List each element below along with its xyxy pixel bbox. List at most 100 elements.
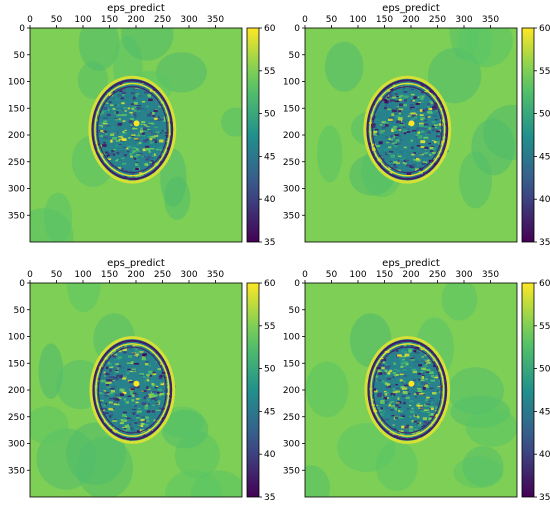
y-tick-label: 300 [8,185,25,195]
background-blob [462,446,504,487]
y-tick-label: 250 [283,158,300,168]
x-tick-label: 200 [402,270,419,280]
colorbar-tick-label: 35 [539,238,550,248]
x-tick-label: 100 [349,270,366,280]
x-tick-label: 0 [302,15,308,25]
y-tick-label: 250 [283,413,300,423]
colorbar-tick-label: 35 [264,238,275,248]
y-tick-label: 0 [294,24,300,34]
y-tick-label: 150 [283,104,300,114]
x-tick-label: 150 [101,270,118,280]
y-tick-label: 250 [8,158,25,168]
x-tick-label: 50 [326,270,338,280]
y-tick-label: 300 [283,185,300,195]
object-rim [369,82,446,177]
y-tick-label: 200 [283,131,300,141]
colorbar-tick-label: 35 [539,493,550,503]
x-tick-label: 250 [154,270,171,280]
y-tick-label: 100 [283,78,300,88]
y-tick-label: 150 [283,359,300,369]
x-tick-label: 350 [207,15,224,25]
background-blob [161,409,209,449]
background-blob [164,469,223,497]
object-rim [95,343,170,437]
background-blob [30,406,69,445]
heatmap-field [30,28,242,242]
x-tick-label: 350 [482,270,499,280]
x-tick-label: 150 [376,270,393,280]
x-tick-label: 50 [51,270,63,280]
x-tick-label: 250 [429,15,446,25]
x-tick-label: 150 [101,15,118,25]
center-spot [133,380,140,387]
colorbar [246,282,260,498]
y-tick-label: 350 [8,466,25,476]
y-tick-label: 200 [8,386,25,396]
colorbar-tick-label: 35 [264,493,275,503]
background-blob [77,61,109,99]
object-rim [96,86,168,174]
background-blob [441,283,478,321]
colorbar-tick-label: 40 [539,450,550,460]
heatmap-panel-4: eps_predict 0 50 100 150 200 250 300 350 0 50 100 15… [283,258,550,503]
background-blob [317,125,343,183]
x-tick-label: 50 [51,15,63,25]
x-tick-label: 200 [127,270,144,280]
x-tick-label: 300 [455,270,472,280]
object-rim [89,336,176,444]
y-tick-label: 50 [14,306,26,316]
object-rim [91,79,174,180]
y-tick-label: 300 [283,440,300,450]
object-rim [94,82,171,177]
background-blob [483,104,517,161]
x-tick-label: 150 [376,15,393,25]
heatmap-panel-3: eps_predict 0 50 100 150 200 250 300 350 0 50 100 15… [8,258,275,503]
colorbar-tick-label: 50 [264,110,275,120]
y-tick-label: 0 [19,279,25,289]
x-tick-label: 250 [429,270,446,280]
y-tick-label: 50 [14,51,26,61]
background-blob [447,367,504,415]
object-rim [371,86,443,174]
background-blob [324,41,364,92]
background-blob [465,408,517,447]
x-tick-label: 300 [180,15,197,25]
background-blob [30,208,74,242]
background-blob [66,283,101,313]
object-rim [372,346,442,434]
colorbar-tick-label: 45 [539,407,550,417]
colorbar-tick-label: 55 [264,322,275,332]
y-tick-label: 350 [283,466,300,476]
y-tick-label: 100 [283,333,300,343]
background-blob [427,48,482,104]
center-spot [133,120,140,127]
background-blob [160,148,187,207]
heatmap-panel-2: eps_predict 0 50 100 150 200 250 300 350 0 50 100 15… [283,3,550,248]
object-rim [88,75,177,184]
chart-title: eps_predict [382,3,440,14]
y-tick-label: 100 [8,333,25,343]
y-tick-label: 200 [8,131,25,141]
x-tick-label: 50 [326,15,338,25]
background-blob [305,465,331,497]
y-tick-label: 50 [289,306,301,316]
colorbar-tick-label: 40 [264,450,275,460]
y-tick-label: 50 [289,51,301,61]
colorbar [246,27,260,243]
object-rim [366,79,449,180]
center-spot [408,380,415,387]
y-tick-label: 150 [8,104,25,114]
chart-title: eps_predict [107,3,165,14]
chart-title: eps_predict [107,258,165,269]
x-tick-label: 350 [482,15,499,25]
background-blob [337,422,396,472]
object-rim [367,339,448,441]
colorbar-tick-label: 60 [264,24,275,34]
colorbar-tick-label: 55 [264,67,275,77]
colorbar-tick-label: 40 [539,195,550,205]
background-blob [121,28,174,61]
object-rim [92,339,173,441]
colorbar [521,282,535,498]
chart-title: eps_predict [382,258,440,269]
